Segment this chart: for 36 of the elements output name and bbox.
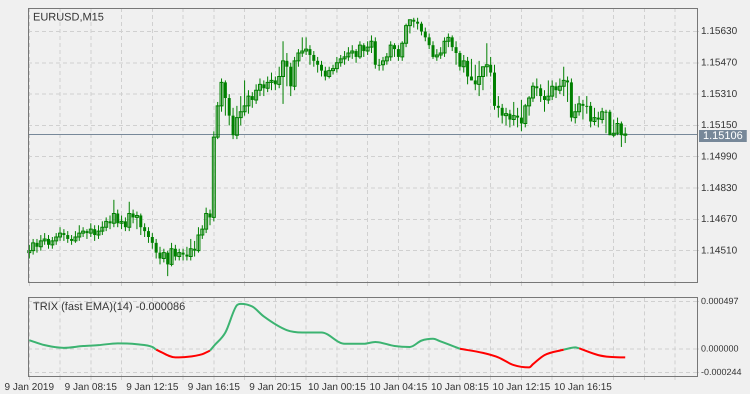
x-tick-label: 10 Jan 12:15 bbox=[492, 382, 551, 393]
x-tick-label: 10 Jan 08:15 bbox=[430, 382, 490, 393]
y-tick-label: 1.15150 bbox=[701, 120, 738, 132]
candlestick bbox=[581, 100, 584, 120]
y-tick-label: -0.000244 bbox=[701, 367, 742, 378]
candlestick bbox=[442, 37, 447, 57]
candlestick bbox=[281, 41, 286, 104]
y-tick-label: 1.14510 bbox=[701, 245, 738, 256]
y-tick-label: 1.14670 bbox=[701, 214, 738, 226]
chart-title: TRIX (fast EMA)(14) -0.000086 bbox=[33, 300, 186, 313]
y-tick-label: 0.000000 bbox=[701, 344, 739, 354]
y-tick-label: 1.14990 bbox=[701, 151, 738, 162]
y-tick-label: 1.15310 bbox=[701, 88, 738, 100]
candlestick bbox=[512, 102, 516, 126]
chart-title: EURUSD,M15 bbox=[33, 12, 104, 24]
ref-line-label: 1.15106 bbox=[703, 130, 743, 142]
x-tick-label: 9 Jan 08:15 bbox=[64, 382, 118, 393]
candlestick bbox=[127, 202, 132, 232]
y-tick-label: 1.15470 bbox=[701, 58, 738, 69]
x-tick-label: 10 Jan 04:15 bbox=[369, 382, 428, 393]
x-tick-label: 10 Jan 16:15 bbox=[554, 382, 612, 393]
candlestick bbox=[477, 60, 482, 96]
candlestick bbox=[112, 200, 116, 228]
x-tick-label: 9 Jan 16:15 bbox=[188, 382, 240, 393]
candlestick bbox=[188, 238, 193, 260]
y-tick-label: 1.14830 bbox=[701, 182, 738, 194]
x-tick-label: 9 Jan 2019 bbox=[4, 382, 54, 393]
y-tick-label: 1.15630 bbox=[701, 26, 738, 38]
candlestick bbox=[484, 43, 489, 76]
x-tick-label: 10 Jan 00:15 bbox=[308, 382, 366, 393]
candlestick bbox=[550, 80, 554, 100]
y-tick-label: 0.000497 bbox=[701, 296, 739, 306]
candlestick bbox=[196, 227, 200, 253]
x-tick-label: 9 Jan 20:15 bbox=[249, 382, 302, 393]
candlestick bbox=[388, 41, 393, 61]
x-tick-label: 9 Jan 12:15 bbox=[126, 382, 179, 393]
